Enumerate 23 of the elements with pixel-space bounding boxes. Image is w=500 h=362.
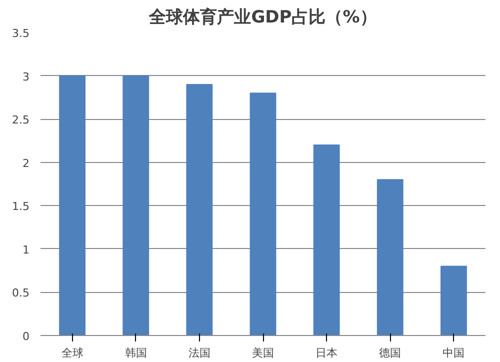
bar (440, 266, 467, 336)
bar (122, 75, 150, 336)
x-tick-label: 韩国 (124, 346, 147, 360)
y-tick-label: 2.5 (12, 114, 30, 127)
x-tick-label: 日本 (316, 346, 338, 360)
bar (186, 84, 213, 336)
bar (59, 75, 86, 336)
y-tick-label: 1.5 (12, 200, 30, 214)
bar (250, 92, 276, 336)
x-tick-label: 美国 (252, 346, 274, 360)
bar (313, 144, 340, 336)
y-tick-label: 1 (22, 243, 30, 256)
y-tick-label: 2 (22, 156, 30, 170)
x-tick-label: 全球 (61, 346, 84, 360)
y-tick-label: 3.5 (12, 27, 30, 40)
bar (376, 179, 404, 336)
chart-title: 全球体育产业GDP占比（%） (148, 6, 377, 28)
x-tick-label: 法国 (188, 346, 210, 360)
x-tick-label: 德国 (379, 346, 402, 360)
x-tick-label: 中国 (442, 346, 465, 360)
y-tick-label: 0 (22, 330, 30, 343)
y-tick-label: 3 (22, 70, 30, 84)
y-tick-label: 0.5 (12, 286, 30, 300)
